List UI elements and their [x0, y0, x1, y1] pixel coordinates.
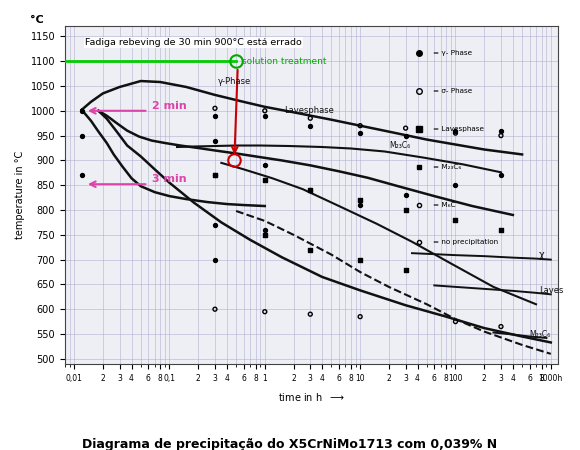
Point — [356, 197, 365, 204]
Y-axis label: temperature in °C: temperature in °C — [15, 151, 25, 239]
Point — [77, 107, 86, 114]
Text: 2 min: 2 min — [151, 101, 186, 111]
Point — [77, 132, 86, 139]
Point — [496, 132, 506, 139]
Text: Fadiga rebeving de 30 min 900°C está errado: Fadiga rebeving de 30 min 900°C está err… — [85, 38, 302, 47]
Text: Lavesphase: Lavesphase — [284, 106, 334, 115]
Point — [306, 115, 315, 122]
Point — [496, 226, 506, 234]
Text: time in h  $\longrightarrow$: time in h $\longrightarrow$ — [278, 391, 345, 403]
Point — [356, 122, 365, 129]
Point — [401, 192, 410, 199]
Text: = M₆C: = M₆C — [433, 202, 456, 207]
Point — [451, 182, 460, 189]
Point — [260, 107, 270, 114]
Text: = Lavesphase: = Lavesphase — [433, 126, 484, 132]
Point — [496, 323, 506, 330]
Point — [260, 162, 270, 169]
Point — [496, 127, 506, 134]
Point — [401, 125, 410, 132]
Point — [496, 172, 506, 179]
Point — [260, 177, 270, 184]
Text: χ: χ — [539, 250, 545, 260]
Point — [211, 112, 220, 119]
Text: 3 min: 3 min — [151, 174, 186, 184]
Text: γ-Phase: γ-Phase — [218, 76, 251, 86]
Point — [356, 256, 365, 263]
Point — [306, 310, 315, 318]
Point — [211, 172, 220, 179]
Point — [211, 137, 220, 144]
Text: Laves: Laves — [539, 286, 563, 295]
Point — [401, 207, 410, 214]
Point — [211, 221, 220, 229]
Point — [77, 172, 86, 179]
Text: M₂₃C₆: M₂₃C₆ — [530, 330, 551, 339]
Point — [401, 266, 410, 273]
Point — [260, 231, 270, 239]
Point — [401, 132, 410, 139]
Point — [306, 246, 315, 253]
Point — [451, 130, 460, 137]
Point — [356, 313, 365, 320]
Point — [260, 308, 270, 315]
Point — [211, 256, 220, 263]
Text: solution treatment: solution treatment — [242, 57, 327, 66]
Point — [260, 112, 270, 119]
Text: = σ- Phase: = σ- Phase — [433, 88, 472, 94]
Point — [356, 130, 365, 137]
Point — [211, 306, 220, 313]
Point — [451, 318, 460, 325]
Point — [306, 122, 315, 129]
Text: = γ- Phase: = γ- Phase — [433, 50, 472, 56]
Point — [211, 172, 220, 179]
Point — [356, 202, 365, 209]
Point — [451, 127, 460, 134]
Text: °C: °C — [30, 15, 44, 25]
Point — [306, 187, 315, 194]
Text: Diagrama de precipitação do X5CrNiMo1713 com 0,039% N: Diagrama de precipitação do X5CrNiMo1713… — [82, 438, 498, 450]
Point — [306, 187, 315, 194]
Point — [211, 105, 220, 112]
Point — [260, 226, 270, 234]
Text: M₂₃C₆: M₂₃C₆ — [389, 141, 410, 150]
Text: = no precipitation: = no precipitation — [433, 239, 498, 245]
Text: = M₂₃C₆: = M₂₃C₆ — [433, 164, 462, 170]
Point — [451, 216, 460, 224]
